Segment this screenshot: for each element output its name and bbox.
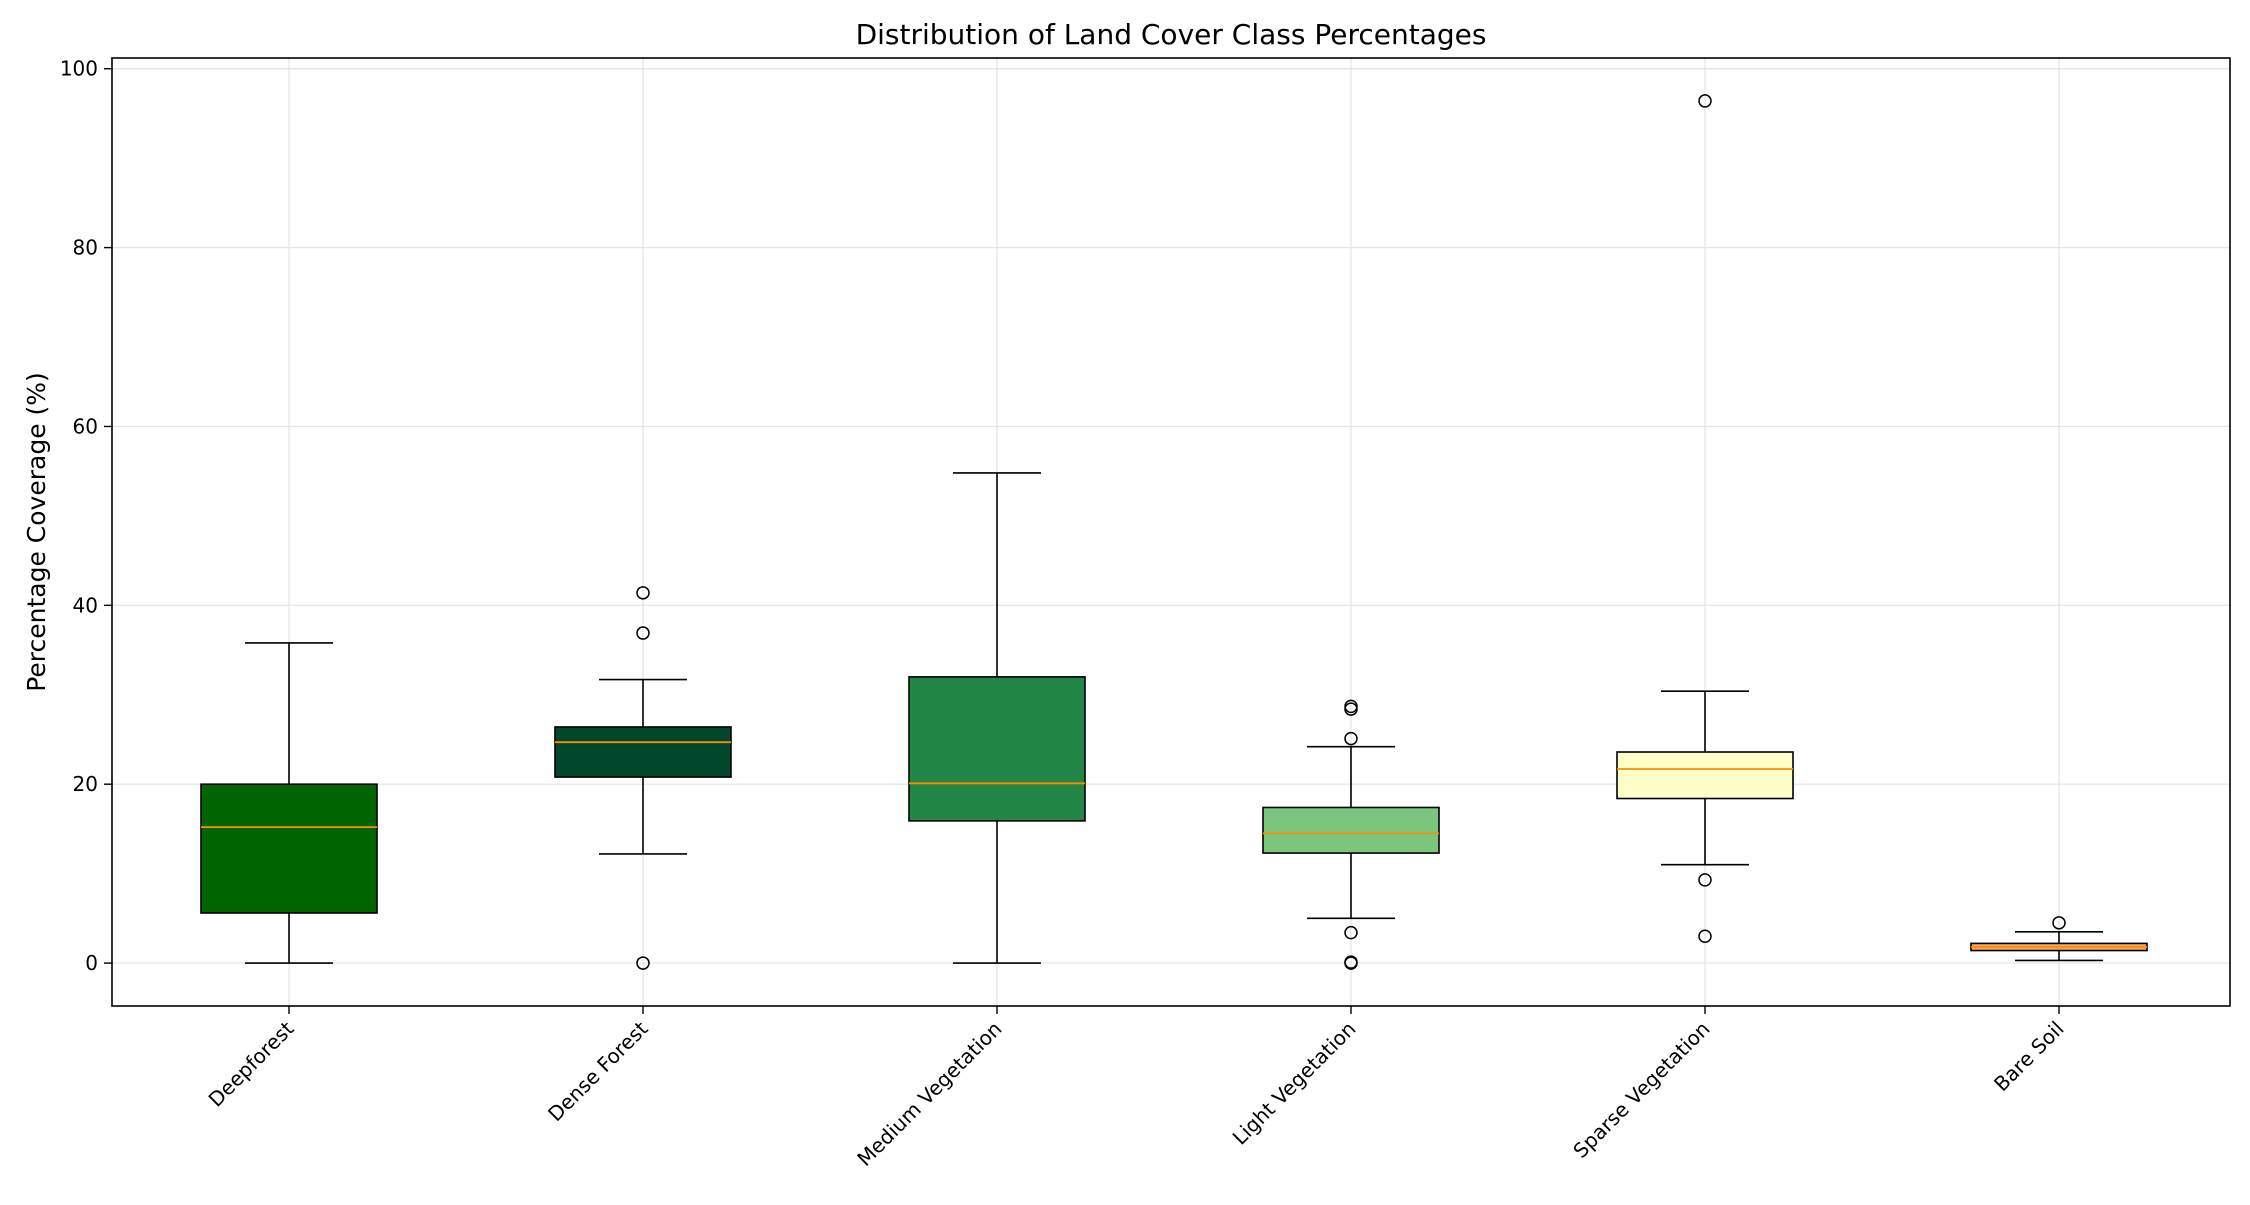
outlier-point bbox=[1698, 94, 1712, 108]
x-tick-label: Deepforest bbox=[204, 1016, 299, 1111]
chart-title: Distribution of Land Cover Class Percent… bbox=[856, 18, 1487, 51]
box-iqr bbox=[1616, 751, 1794, 800]
outlier-point bbox=[1698, 873, 1712, 887]
y-tick-label: 0 bbox=[85, 951, 98, 975]
tick-layer: 0 20 40 60 80 100 Deepforest Dense Forest Medium… bbox=[60, 57, 2069, 1171]
x-tick-label: Sparse Vegetation bbox=[1568, 1017, 1714, 1163]
y-tick-label: 60 bbox=[73, 414, 98, 438]
grid-layer bbox=[112, 58, 2230, 1006]
box-group bbox=[1970, 916, 2148, 962]
outlier-point bbox=[1344, 731, 1358, 746]
outlier-point bbox=[1344, 925, 1358, 940]
box-group bbox=[908, 472, 1086, 964]
box-layer bbox=[200, 94, 2148, 970]
outlier-point bbox=[1344, 956, 1358, 970]
outlier-point bbox=[636, 586, 650, 600]
outlier-point bbox=[636, 956, 650, 970]
y-tick-label: 20 bbox=[73, 772, 98, 796]
box-group bbox=[554, 586, 732, 970]
box-group bbox=[1262, 699, 1440, 970]
outlier-point bbox=[2052, 916, 2066, 930]
plot-area-frame bbox=[111, 57, 2231, 1007]
y-tick-label: 40 bbox=[73, 593, 98, 617]
box-iqr bbox=[908, 676, 1086, 822]
x-tick-label: Medium Vegetation bbox=[852, 1017, 1006, 1171]
outlier-point bbox=[636, 626, 650, 640]
y-axis-label: Percentage Coverage (%) bbox=[22, 372, 51, 692]
box-group bbox=[1616, 94, 1794, 943]
x-tick-label: Bare Soil bbox=[1989, 1017, 2069, 1097]
box-iqr bbox=[200, 783, 378, 914]
y-tick-label: 100 bbox=[60, 57, 98, 81]
x-tick-label: Light Vegetation bbox=[1228, 1017, 1361, 1150]
outlier-point bbox=[1344, 702, 1358, 716]
outlier-point bbox=[1698, 929, 1712, 943]
box-group bbox=[200, 642, 378, 964]
x-tick-label: Dense Forest bbox=[543, 1016, 653, 1126]
box-iqr bbox=[554, 726, 732, 778]
y-tick-label: 80 bbox=[73, 236, 98, 260]
box-iqr bbox=[1262, 806, 1440, 854]
